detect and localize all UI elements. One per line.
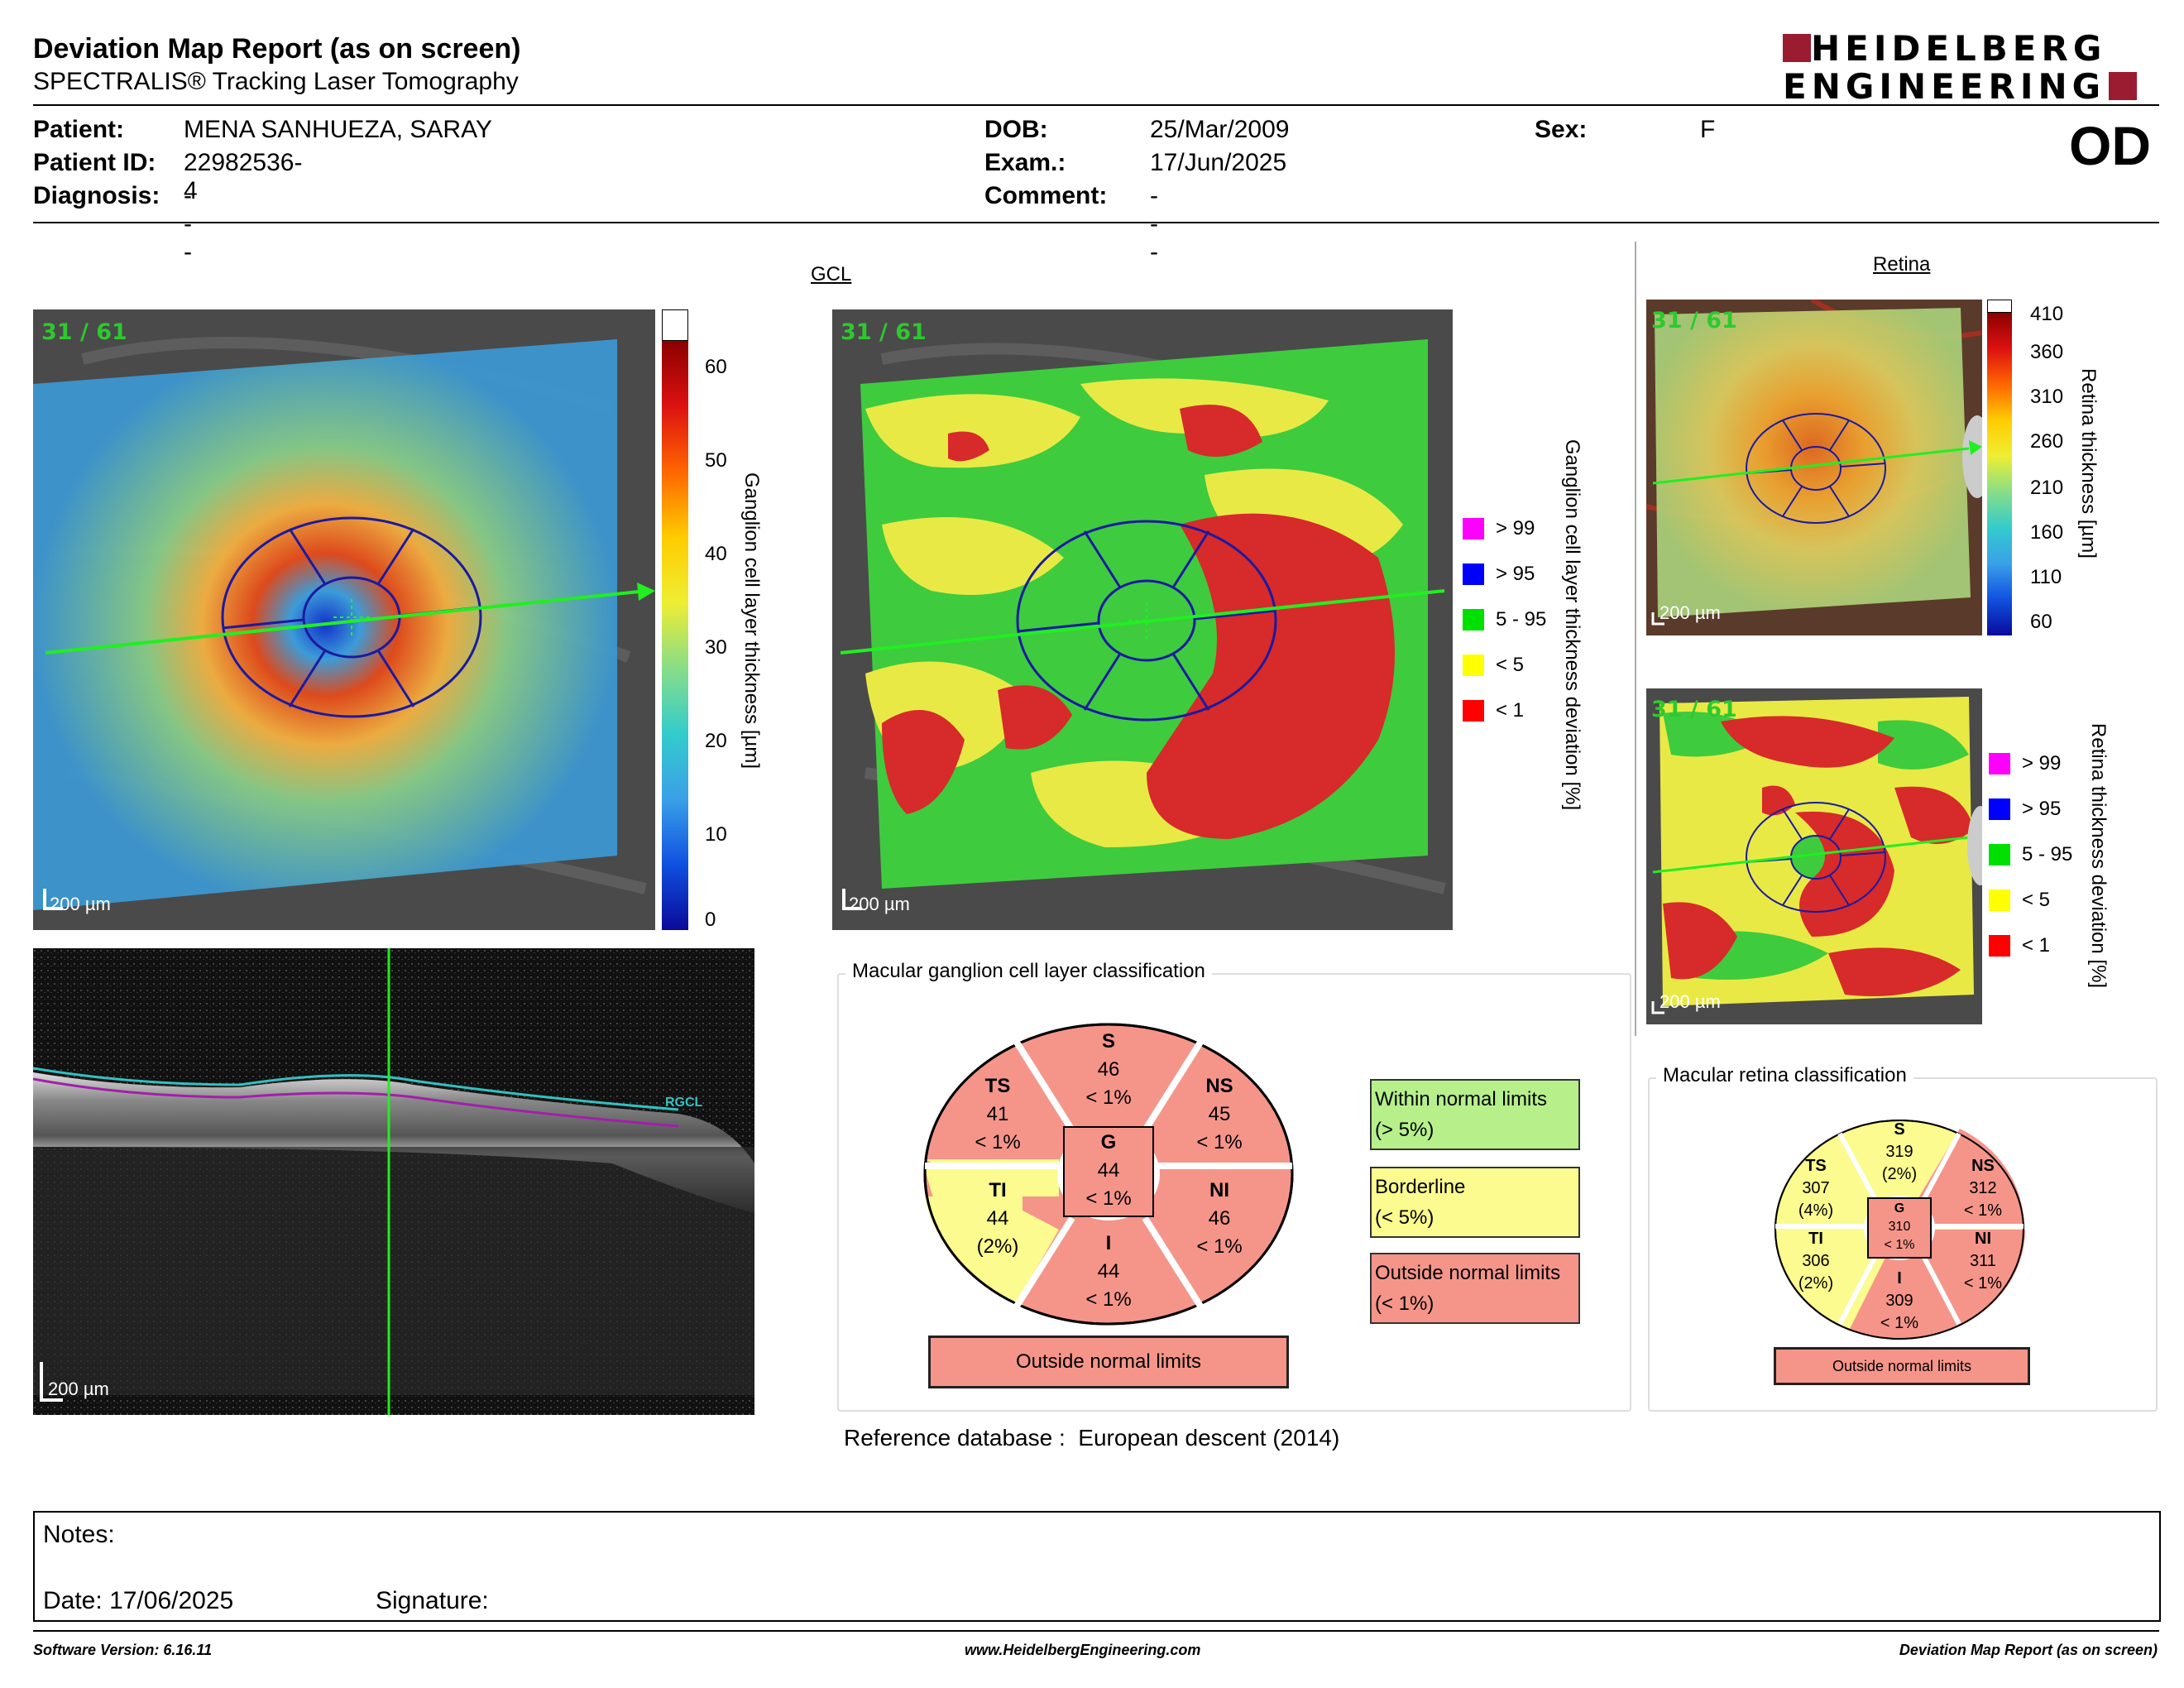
legend-swatch [1463,609,1484,631]
gcl-classification-box [837,973,1631,1412]
retina-legend-item-5-95: 5 - 95 [1989,842,2080,867]
retina-sector-ni: NI 311 < 1% [1963,1230,2003,1292]
retina-legend-item-lt1: < 1 [1989,933,2080,958]
sector-ts: TS 41 < 1% [975,1075,1021,1153]
exam-info: DOB: 25/Mar/2009 Exam.: 17/Jun/2025 Commen… [984,116,1290,266]
retina-deviation-map: 31 / 61 200 µm [1646,688,1982,1024]
gcl-thickness-axis-label: Ganglion cell layer thickness [µm] [740,472,763,769]
gcl-thickness-frame-label: 31 / 61 [41,319,127,345]
retina-classification-title: Macular retina classification [1656,1064,1913,1087]
key-within-normal: Within normal limits (> 5%) [1370,1079,1580,1150]
report-title: Deviation Map Report (as on screen) [33,33,521,65]
gcl-section-title: GCL [811,263,852,285]
gcl-deviation-axis-label: Ganglion cell layer thickness deviation … [1561,439,1583,811]
retina-thickness-colorbar [1987,300,2012,635]
sector-ti: TI 44 (2%) [976,1179,1019,1258]
retina-sector-i: I 309 < 1% [1880,1269,1919,1332]
sector-ns: NS 45 < 1% [1196,1075,1243,1153]
sector-g: G 44 < 1% [1085,1131,1132,1210]
gcl-classification-title: Macular ganglion cell layer classificati… [845,960,1212,983]
footer-divider [33,1630,2159,1632]
legend-item-5-95: 5 - 95 [1463,607,1554,632]
gcl-thickness-ticks: 60 50 40 30 20 10 0 [705,356,727,931]
legend-swatch [1463,518,1484,539]
legend-item-lt1: < 1 [1463,698,1554,723]
sector-s: S 46 < 1% [1085,1030,1132,1109]
report-subtitle: SPECTRALIS® Tracking Laser Tomography [33,68,519,95]
legend-swatch [1989,890,2010,911]
retina-deviation-legend: > 99 > 95 5 - 95 < 5 < 1 [1989,751,2080,958]
retina-legend-item-gt99: > 99 [1989,751,2080,776]
exam-date: 17/Jun/2025 [1150,149,1287,176]
legend-swatch [1463,563,1484,585]
retina-sector-ns: NS 312 < 1% [1963,1157,2003,1220]
gcl-sector-diagram: S 46 < 1% TS 41 < 1% NS 45 < 1% G 44 < 1% TI 44 (2… [923,1023,1294,1326]
gcl-bscan: RGCL 200 µm [33,948,754,1415]
retina-sector-g: G 310 < 1% [1884,1201,1915,1252]
legend-swatch [1989,844,2010,866]
retina-sector-s: S 319 (2%) [1881,1120,1918,1183]
gcl-deviation-map: 31 / 61 200 µm [832,309,1453,930]
notes-box: Notes: Date: 17/06/2025 Signature: [33,1511,2161,1622]
website-link[interactable]: www.HeidelbergEngineering.com [965,1642,1201,1658]
retina-sector-ti: TI 306 (2%) [1798,1230,1834,1292]
signature-label: Signature: [376,1587,489,1614]
date-field: Date: 17/06/2025 [43,1587,234,1614]
legend-swatch [1463,655,1484,676]
legend-swatch [1989,798,2010,820]
legend-item-lt5: < 5 [1463,653,1554,678]
reference-database: Reference database : European descent (2… [844,1425,1340,1451]
retina-thickness-map: 31 / 61 200 µm [1646,300,1982,635]
info-divider [33,222,2159,223]
legend-item-gt95: > 95 [1463,562,1554,587]
gcl-thickness-map: 31 / 61 200 µm [33,309,655,930]
legend-swatch [1989,935,2010,957]
patient-name: MENA SANHUEZA, SARAY [184,116,492,143]
retina-sector-ts: TS 307 (4%) [1798,1157,1834,1220]
retina-thickness-frame-label: 31 / 61 [1651,308,1737,333]
gcl-deviation-scale-label: 200 µm [849,894,910,914]
retina-legend-item-gt95: > 95 [1989,797,2080,822]
legend-swatch [1463,700,1484,722]
patient-id: 22982536-4 [184,149,303,204]
gcl-deviation-frame-label: 31 / 61 [841,319,927,345]
sex-info: Sex: F [1535,116,1716,143]
retina-thickness-scale-label: 200 µm [1660,602,1721,623]
retina-section-title: Retina [1873,253,1931,276]
bscan-layer-label: RGCL [665,1096,703,1110]
legend-swatch [1989,753,2010,774]
dob: 25/Mar/2009 [1150,116,1290,143]
retina-sector-diagram: S 319 (2%) TS 307 (4%) NS 312 < 1% G 310 < 1% TI… [1774,1119,2025,1340]
retina-thickness-ticks: 410 360 310 260 210 160 110 60 [2030,303,2064,633]
comment: --- [1150,182,1158,266]
retina-deviation-axis-label: Retina thickness deviation [%] [2087,722,2110,989]
heidelberg-logo: HEIDELBERG ENGINEERING [1783,31,2159,104]
bscan-scale-label: 200 µm [48,1379,109,1399]
retina-thickness-axis-label: Retina thickness [µm] [2077,368,2100,559]
section-divider [1635,242,1636,1036]
retina-legend-item-lt5: < 5 [1989,888,2080,913]
header-divider [33,104,2159,106]
sector-ni: NI 46 < 1% [1196,1179,1243,1258]
notes-label: Notes: [43,1521,115,1548]
sex: F [1700,116,1716,143]
patient-info: Patient: MENA SANHUEZA, SARAY Patient ID:… [33,116,492,266]
footer-report-name: Deviation Map Report (as on screen) [1899,1642,2158,1658]
sector-i: I 44 < 1% [1085,1232,1132,1311]
key-borderline: Borderline (< 5%) [1370,1167,1580,1238]
software-version: Software Version: 6.16.11 [33,1642,213,1658]
diagnosis: --- [184,182,192,266]
date-value: 17/06/2025 [109,1587,234,1614]
key-outside-normal: Outside normal limits (< 1%) [1370,1253,1580,1324]
retina-result-box: Outside normal limits [1774,1347,2030,1385]
legend-item-gt99: > 99 [1463,516,1554,541]
eye-label: OD [2069,115,2151,176]
gcl-thickness-colorbar [662,309,688,930]
gcl-deviation-legend: > 99 > 95 5 - 95 < 5 < 1 [1463,516,1554,723]
gcl-thickness-scale-label: 200 µm [50,894,111,914]
gcl-result-box: Outside normal limits [928,1336,1289,1388]
retina-deviation-frame-label: 31 / 61 [1651,697,1737,722]
retina-deviation-scale-label: 200 µm [1660,991,1721,1012]
